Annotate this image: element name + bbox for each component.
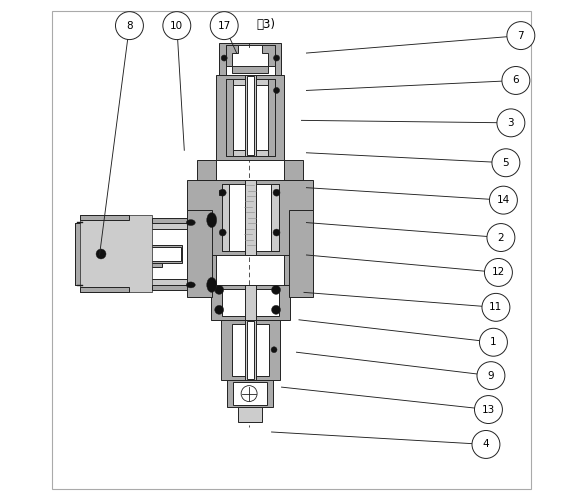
Polygon shape (245, 76, 255, 156)
Circle shape (219, 229, 226, 236)
Text: 注3): 注3) (257, 18, 276, 30)
Polygon shape (219, 190, 222, 195)
Polygon shape (197, 160, 216, 180)
Ellipse shape (187, 282, 195, 288)
Text: 8: 8 (126, 20, 133, 30)
Polygon shape (80, 215, 129, 220)
Text: 6: 6 (512, 76, 519, 86)
Polygon shape (245, 180, 255, 255)
Text: 5: 5 (503, 158, 509, 168)
Polygon shape (233, 150, 268, 156)
Polygon shape (238, 407, 262, 422)
Circle shape (507, 22, 535, 50)
Polygon shape (216, 76, 283, 160)
Circle shape (477, 362, 505, 390)
Circle shape (273, 229, 280, 236)
Circle shape (272, 306, 280, 314)
Polygon shape (226, 44, 275, 76)
Polygon shape (232, 66, 268, 73)
Polygon shape (283, 160, 304, 180)
Circle shape (492, 149, 520, 176)
Polygon shape (227, 380, 273, 407)
Circle shape (115, 12, 143, 40)
Polygon shape (77, 285, 83, 286)
Text: 10: 10 (170, 20, 184, 30)
Circle shape (273, 189, 280, 196)
Polygon shape (187, 180, 314, 255)
Text: 13: 13 (482, 404, 495, 414)
Polygon shape (197, 255, 216, 285)
Polygon shape (80, 215, 152, 292)
Polygon shape (210, 285, 290, 320)
Polygon shape (226, 80, 275, 156)
Polygon shape (262, 44, 275, 66)
Polygon shape (226, 44, 238, 66)
Polygon shape (233, 80, 268, 86)
Polygon shape (219, 43, 280, 76)
Circle shape (271, 346, 277, 352)
Polygon shape (283, 255, 304, 285)
Polygon shape (289, 210, 314, 298)
Text: 3: 3 (508, 118, 514, 128)
Polygon shape (142, 263, 162, 267)
Polygon shape (152, 218, 197, 222)
Circle shape (502, 66, 530, 94)
Circle shape (273, 55, 279, 61)
Circle shape (210, 12, 238, 40)
Polygon shape (245, 285, 255, 320)
Polygon shape (80, 228, 197, 279)
Polygon shape (247, 76, 254, 156)
Polygon shape (90, 247, 181, 261)
Ellipse shape (187, 220, 195, 226)
Polygon shape (247, 321, 254, 378)
Circle shape (221, 55, 227, 61)
Text: 11: 11 (489, 302, 503, 312)
Polygon shape (268, 80, 275, 156)
Circle shape (272, 286, 280, 294)
Circle shape (241, 386, 257, 402)
Polygon shape (75, 222, 83, 285)
Circle shape (215, 306, 224, 314)
Ellipse shape (207, 278, 217, 292)
Polygon shape (75, 222, 197, 285)
Polygon shape (152, 285, 197, 290)
Polygon shape (80, 288, 129, 292)
Circle shape (482, 294, 510, 322)
Circle shape (487, 224, 515, 252)
Polygon shape (90, 245, 182, 263)
Polygon shape (271, 184, 279, 251)
Text: 12: 12 (492, 268, 505, 278)
Text: 2: 2 (498, 232, 504, 242)
Circle shape (475, 396, 503, 423)
Circle shape (96, 249, 106, 259)
Polygon shape (233, 382, 266, 404)
Circle shape (215, 286, 224, 294)
Polygon shape (222, 184, 279, 251)
Polygon shape (187, 210, 212, 298)
Text: 17: 17 (217, 20, 231, 30)
Polygon shape (221, 320, 279, 380)
Text: 9: 9 (487, 370, 494, 380)
Polygon shape (245, 320, 255, 380)
Polygon shape (222, 184, 229, 251)
Polygon shape (222, 289, 279, 316)
Circle shape (479, 328, 507, 356)
Ellipse shape (207, 212, 217, 228)
Polygon shape (231, 324, 269, 376)
Circle shape (163, 12, 191, 40)
Circle shape (273, 88, 279, 94)
Text: 1: 1 (490, 337, 497, 347)
Text: 7: 7 (518, 30, 524, 40)
Text: 4: 4 (483, 440, 489, 450)
Circle shape (490, 186, 517, 214)
Polygon shape (226, 80, 233, 156)
Circle shape (219, 189, 226, 196)
Text: 14: 14 (497, 195, 510, 205)
Circle shape (472, 430, 500, 458)
Circle shape (484, 258, 512, 286)
Polygon shape (83, 228, 90, 279)
Circle shape (497, 109, 525, 137)
